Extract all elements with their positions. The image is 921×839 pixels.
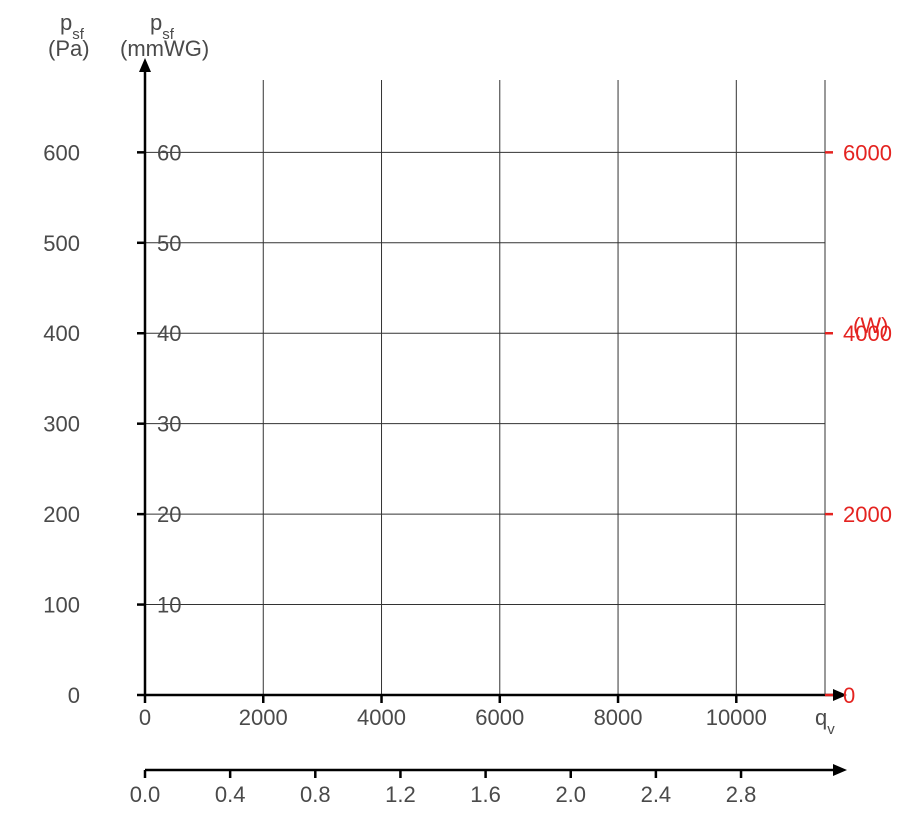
x2-tick-label: 1.6: [470, 782, 501, 807]
fan-performance-chart: { "title": "ILT/6-450", "layout": { "wid…: [0, 0, 921, 839]
y-tick-label-pa: 300: [43, 412, 80, 437]
y-tick-label-mmwg: 20: [157, 502, 181, 527]
x2-tick-label: 2.8: [726, 782, 757, 807]
x-tick-label-m3h: 4000: [357, 705, 406, 730]
x-label-m3h: qv: [815, 705, 835, 738]
x2-tick-label: 0.0: [130, 782, 161, 807]
y-tick-label-pa: 500: [43, 231, 80, 256]
x-tick-label-m3h: 10000: [706, 705, 767, 730]
x2-tick-label: 1.2: [385, 782, 416, 807]
y-right-tick-label: 0: [843, 683, 855, 708]
x-tick-label-m3h: 0: [139, 705, 151, 730]
y-tick-label-pa: 600: [43, 140, 80, 165]
chart-svg: 0100200300400500600102030405060020004000…: [0, 0, 921, 839]
y-tick-label-mmwg: 10: [157, 593, 181, 618]
x-tick-label-m3h: 2000: [239, 705, 288, 730]
x2-tick-label: 0.4: [215, 782, 246, 807]
y-label-mmwg-unit: (mmWG): [120, 36, 209, 61]
y-tick-label-pa: 400: [43, 321, 80, 346]
y-tick-label-mmwg: 60: [157, 140, 181, 165]
x2-tick-label: 2.0: [555, 782, 586, 807]
y-tick-label-mmwg: 40: [157, 321, 181, 346]
x2-tick-label: 0.8: [300, 782, 331, 807]
y-tick-label-mmwg: 30: [157, 412, 181, 437]
x-axis2-arrow: [833, 764, 847, 776]
y-right-tick-label: 2000: [843, 502, 892, 527]
y-right-label: (W): [853, 313, 888, 338]
x-tick-label-m3h: 6000: [475, 705, 524, 730]
y-tick-label-pa: 200: [43, 502, 80, 527]
x2-tick-label: 2.4: [641, 782, 672, 807]
y-tick-label-pa: 100: [43, 593, 80, 618]
y-right-tick-label: 6000: [843, 140, 892, 165]
x-tick-label-m3h: 8000: [594, 705, 643, 730]
y-label-pa-unit: (Pa): [48, 36, 90, 61]
y-tick-label-pa: 0: [68, 683, 80, 708]
y-tick-label-mmwg: 50: [157, 231, 181, 256]
